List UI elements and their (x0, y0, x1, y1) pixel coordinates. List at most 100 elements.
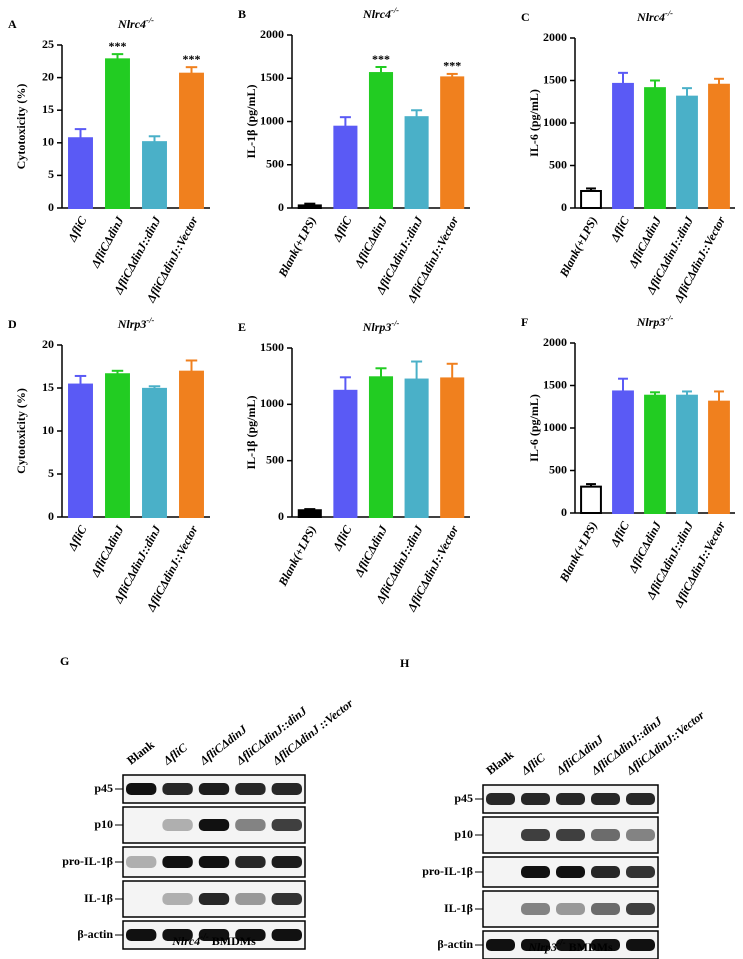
title-superscript: -/- (665, 9, 673, 18)
x-tick-label: ΔfliC (329, 522, 355, 553)
band (591, 829, 620, 841)
x-tick-label: ΔfliC (329, 213, 355, 244)
y-tick-label: 1500 (260, 340, 284, 354)
x-tick-label: ΔfliCΔdinJ (351, 522, 390, 580)
title-suffix: BMDMs (566, 940, 613, 954)
band (591, 793, 620, 805)
y-tick-label: 1000 (260, 396, 284, 410)
band (162, 856, 193, 868)
y-tick-label: 0 (48, 200, 54, 214)
bar (297, 509, 322, 518)
bar (68, 137, 93, 209)
panel-label: A (8, 17, 17, 31)
x-tick-label: ΔfliC (607, 213, 633, 244)
band (198, 929, 230, 941)
bar (368, 376, 394, 518)
y-tick-label: 1000 (260, 113, 284, 127)
x-tick-label: ΔfliC (64, 522, 90, 553)
bar (676, 95, 698, 209)
band (235, 929, 266, 941)
band (626, 793, 655, 805)
row-label: p45 (454, 791, 473, 805)
y-tick-label: 2000 (260, 27, 284, 41)
title-text: Nlrp3 (636, 315, 666, 329)
title: Nlrc4-/- (117, 16, 154, 31)
band (556, 829, 585, 841)
row-label: IL-1β (444, 901, 473, 915)
bar (676, 394, 698, 515)
y-tick-label: 1500 (543, 72, 567, 86)
bar (105, 58, 130, 210)
bar (708, 83, 730, 209)
title-superscript: -/- (557, 938, 566, 948)
bar (142, 141, 167, 209)
bar (368, 72, 394, 209)
band (126, 856, 157, 868)
band (198, 856, 230, 868)
y-axis-label: Cytotoxicity (%) (14, 84, 28, 170)
band (126, 929, 157, 941)
title: Nlrp3-/- (636, 314, 674, 329)
significance: *** (183, 52, 201, 66)
x-tick-label: ΔfliC (607, 518, 633, 549)
row-label: IL-1β (84, 891, 113, 905)
bar (297, 204, 322, 209)
y-axis-label: IL-6 (pg/mL) (527, 89, 541, 157)
band (162, 819, 193, 831)
x-tick-label: Blank(+LPS) (275, 523, 319, 589)
band (271, 783, 302, 795)
y-tick-label: 500 (266, 452, 284, 466)
band (235, 856, 266, 868)
y-tick-label: 1500 (543, 377, 567, 391)
y-tick-label: 20 (42, 337, 54, 351)
x-tick-label: Blank(+LPS) (275, 214, 319, 280)
band (198, 819, 230, 831)
band (198, 783, 230, 795)
y-tick-label: 0 (278, 509, 284, 523)
band (162, 783, 193, 795)
bar (440, 377, 465, 519)
row-label: p45 (94, 781, 113, 795)
bar (333, 389, 358, 518)
y-tick-label: 1500 (260, 70, 284, 84)
band (556, 793, 585, 805)
bar (612, 390, 634, 515)
title-superscript: -/- (146, 16, 154, 25)
panel-label: B (238, 7, 246, 21)
y-tick-label: 15 (42, 102, 54, 116)
title: Nlrp3-/- (117, 316, 155, 331)
title: Nlrp3-/- (362, 319, 400, 334)
band (521, 866, 550, 878)
x-tick-label: ΔfliCΔdinJ (88, 213, 127, 271)
band (486, 939, 515, 951)
band (591, 866, 620, 878)
title-text: Nlrp3 (117, 317, 147, 331)
significance: *** (109, 39, 127, 53)
band (271, 856, 302, 868)
y-axis-label: IL-1β (pg/mL) (244, 396, 258, 470)
bar (440, 76, 465, 210)
y-tick-label: 10 (42, 135, 54, 149)
band (198, 893, 230, 905)
y-tick-label: 5 (48, 466, 54, 480)
y-tick-label: 25 (42, 37, 54, 51)
panel-label: E (238, 320, 246, 334)
bar (404, 116, 429, 209)
panel-label: C (521, 10, 530, 24)
band (626, 866, 655, 878)
title-text: Nlrc4 (636, 10, 665, 24)
bar (404, 378, 429, 518)
band (235, 819, 266, 831)
panel-label: H (400, 656, 410, 670)
panel-label: F (521, 315, 528, 329)
panel-label: D (8, 317, 17, 331)
title: Nlrc4-/- (636, 9, 673, 24)
band (162, 893, 193, 905)
significance: *** (443, 59, 461, 73)
y-tick-label: 20 (42, 69, 54, 83)
row-label: p10 (454, 827, 473, 841)
x-tick-label: ΔfliCΔdinJ (88, 522, 127, 580)
title: Nlrc4-/- (362, 6, 399, 21)
title: Nlrc4-/- BMDMs (171, 932, 256, 948)
y-tick-label: 1000 (543, 115, 567, 129)
